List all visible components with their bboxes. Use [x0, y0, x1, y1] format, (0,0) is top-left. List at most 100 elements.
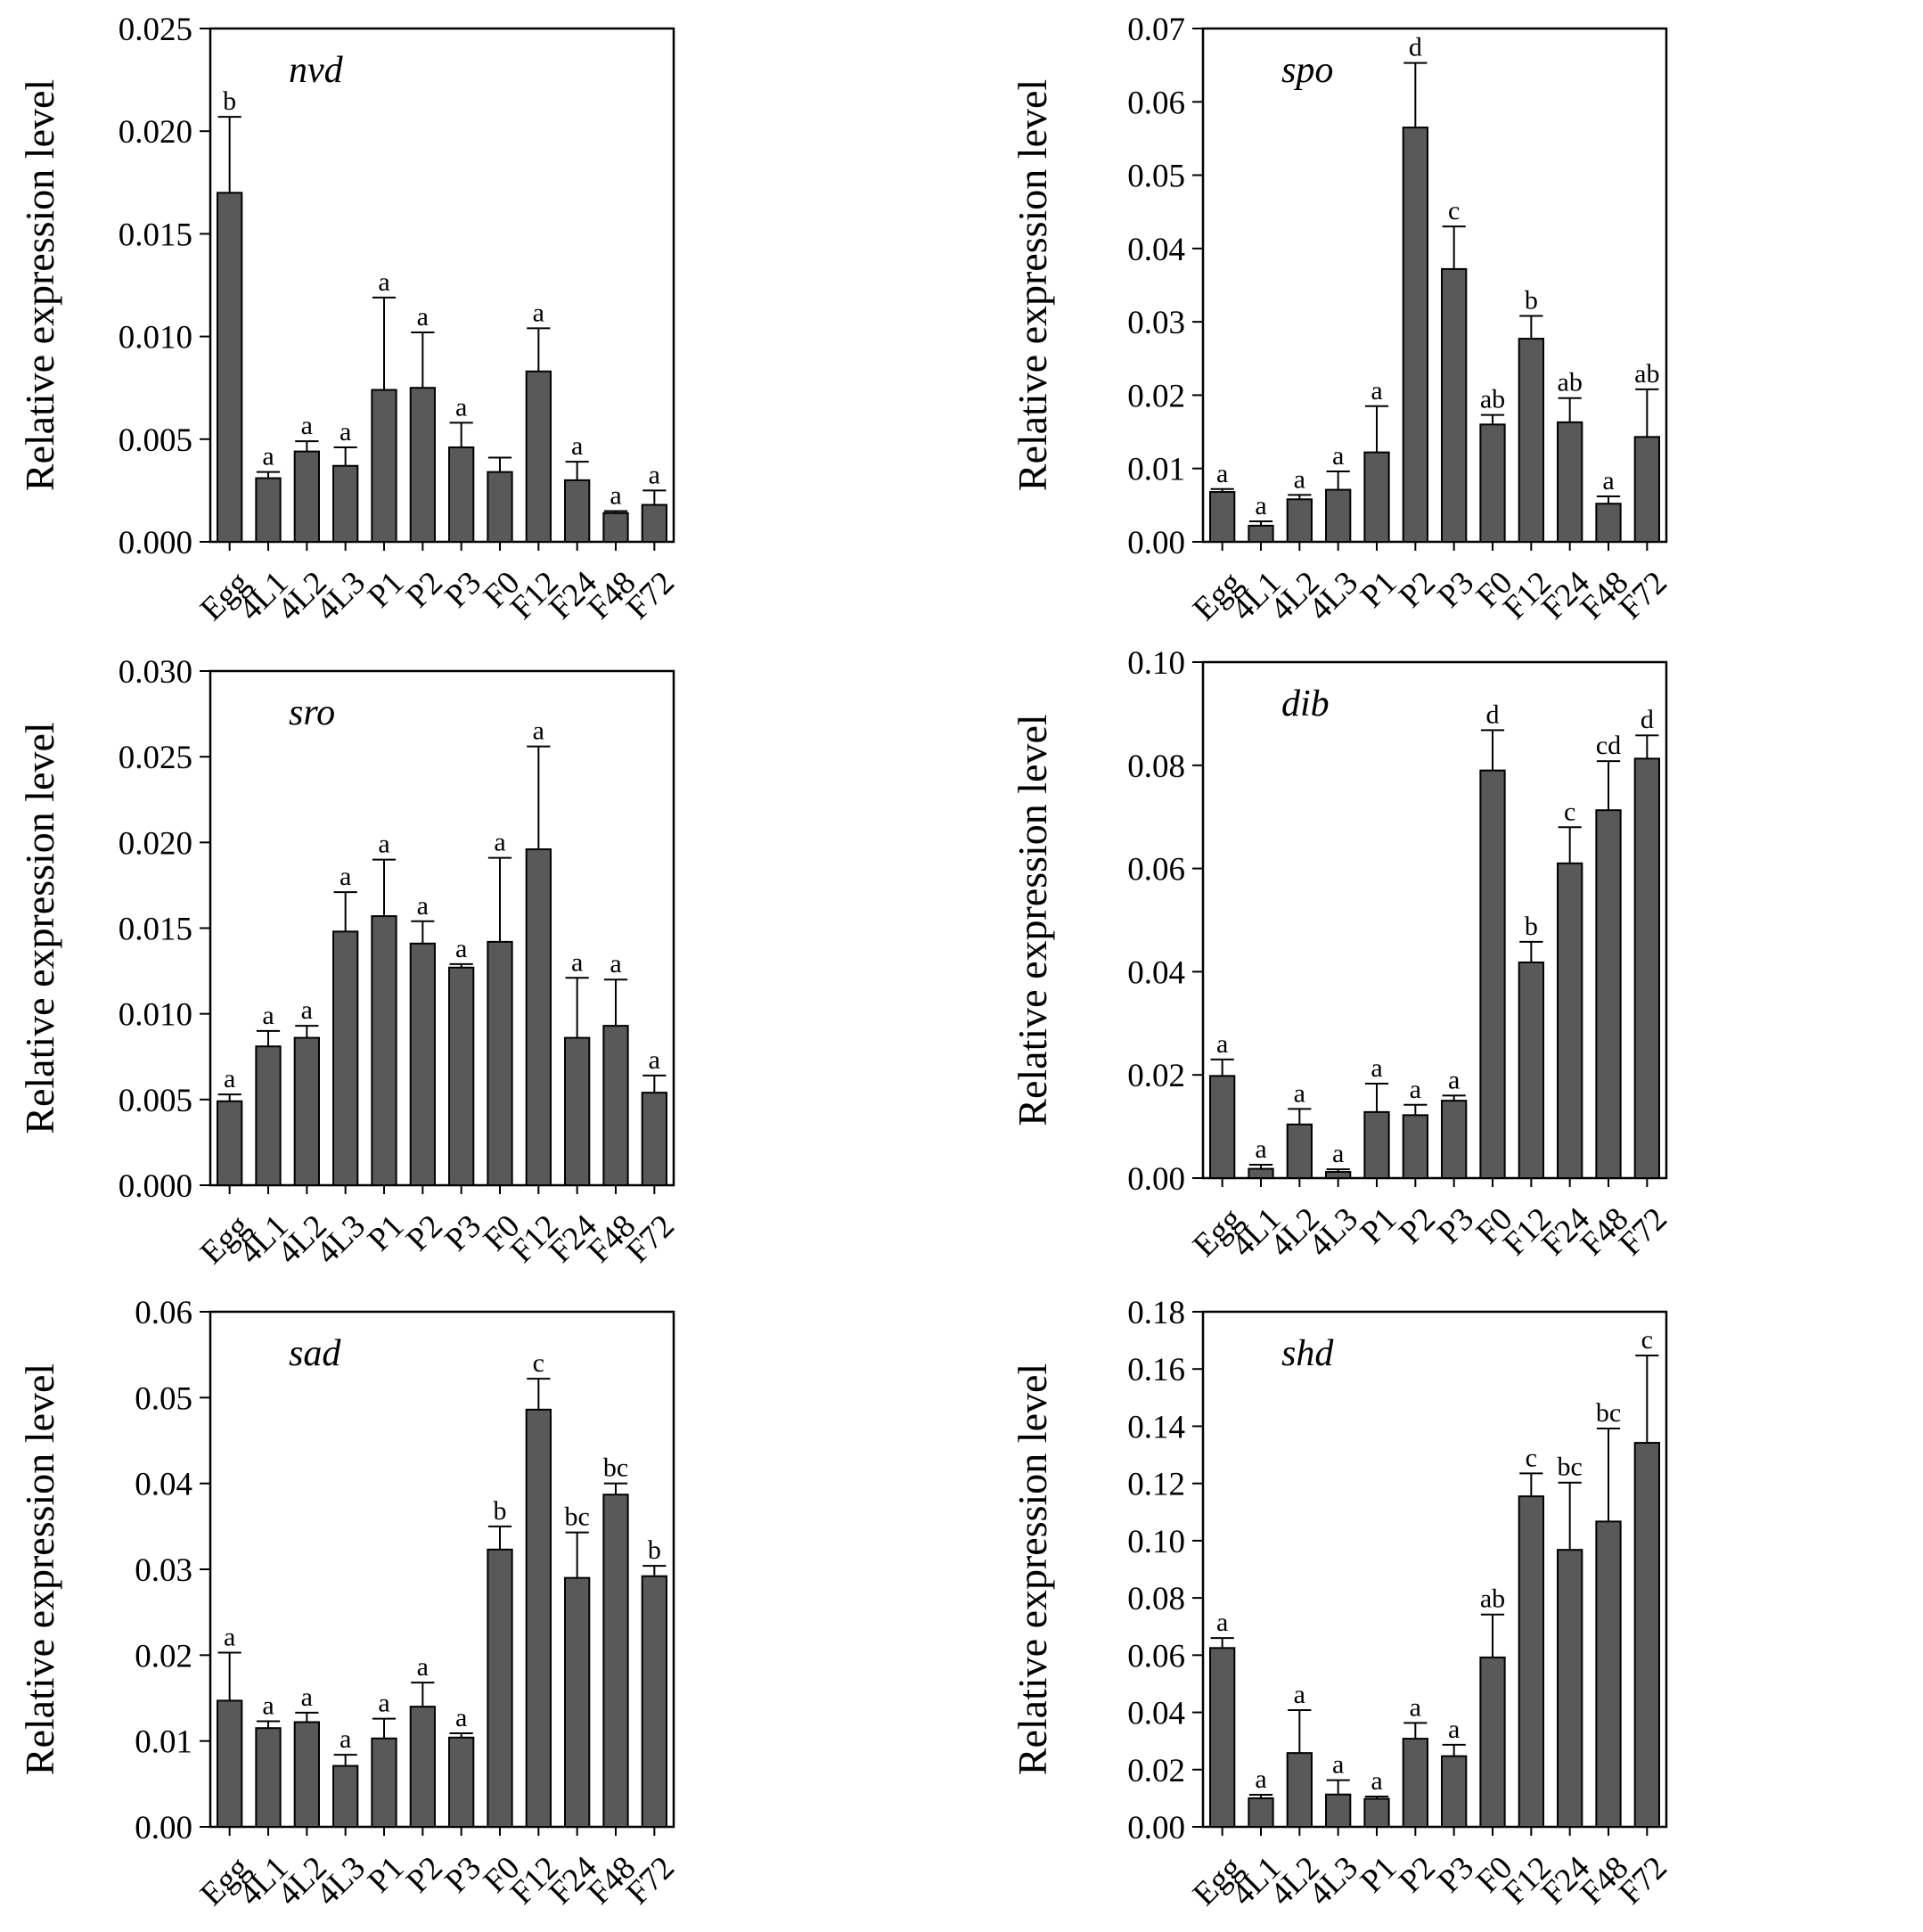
- spo-sig-letter-P3: c: [1448, 196, 1460, 225]
- sro-bar-F0: [487, 940, 513, 1187]
- dib-bar-4L2: [1286, 1123, 1313, 1180]
- nvd-sig-letter-F24: a: [571, 431, 583, 461]
- sro-ytick-label: 0.025: [119, 740, 192, 776]
- spo-bar-P2: [1402, 127, 1428, 543]
- sad-sig-letter-Egg: a: [224, 1622, 235, 1651]
- spo-bar-Egg: [1209, 491, 1236, 543]
- dib-ytick-label: 0.10: [1127, 645, 1185, 682]
- shd-ytick-label: 0.12: [1127, 1467, 1185, 1503]
- sad-xtick-label-4L3: 4L3: [309, 1849, 372, 1912]
- sro-ytick-label: 0.005: [119, 1083, 192, 1119]
- sro-sig-letter-P1: a: [378, 830, 389, 859]
- shd-bar-4L3: [1325, 1793, 1352, 1829]
- spo-ytick-label: 0.02: [1127, 378, 1185, 414]
- shd-xtick-label-4L3: 4L3: [1302, 1849, 1365, 1912]
- spo-ytick-label: 0.00: [1127, 525, 1185, 561]
- sad-gene-title: sad: [289, 1333, 341, 1374]
- nvd-sig-letter-4L2: a: [301, 411, 313, 440]
- dib-bar-F72: [1633, 757, 1660, 1179]
- spo-ytick-label: 0.03: [1127, 305, 1185, 341]
- spo-sig-letter-P2: d: [1409, 33, 1422, 62]
- sad-ytick-label: 0.00: [135, 1810, 192, 1846]
- shd-ytick-label: 0.06: [1127, 1638, 1185, 1674]
- sro-bar-F72: [641, 1092, 667, 1187]
- shd-sig-letter-4L2: a: [1294, 1680, 1305, 1709]
- sad-sig-letter-F24: bc: [565, 1502, 590, 1532]
- dib-xtick-label-4L3: 4L3: [1302, 1200, 1365, 1264]
- nvd-ytick-label: 0.000: [119, 525, 192, 561]
- nvd-bar-F72: [641, 503, 667, 544]
- sad-bar-F12: [525, 1408, 552, 1828]
- sad-sig-letter-F12: c: [533, 1348, 544, 1378]
- shd-bar-Egg: [1209, 1647, 1236, 1828]
- nvd-ytick-label: 0.020: [119, 114, 192, 151]
- sro-sig-letter-4L2: a: [301, 995, 313, 1025]
- sad-sig-letter-F0: b: [494, 1496, 507, 1526]
- dib-xtick-label-F72: F72: [1612, 1200, 1674, 1263]
- sro-sig-letter-P2: a: [417, 891, 429, 921]
- shd-bar-F24: [1557, 1549, 1583, 1828]
- spo-gene-title: spo: [1281, 50, 1333, 91]
- dib-ytick-label: 0.02: [1127, 1058, 1185, 1094]
- dib-bar-4L3: [1325, 1171, 1352, 1180]
- spo-sig-letter-F0: ab: [1480, 385, 1505, 414]
- nvd-bar-Egg: [217, 192, 243, 543]
- sro-bar-P3: [448, 966, 475, 1187]
- shd-gene-title: shd: [1281, 1333, 1334, 1374]
- sad-ytick-label: 0.04: [135, 1467, 192, 1503]
- dib-bar-Egg: [1209, 1075, 1236, 1180]
- spo-xtick-label-4L3: 4L3: [1302, 564, 1365, 627]
- sro-ytick-label: 0.030: [119, 654, 192, 691]
- sad-sig-letter-4L3: a: [340, 1724, 351, 1754]
- shd-ytick-label: 0.18: [1127, 1295, 1185, 1331]
- spo-ytick-label: 0.01: [1127, 452, 1185, 488]
- nvd-plot-frame: [209, 27, 675, 544]
- spo-bar-P3: [1441, 267, 1468, 543]
- dib-plot-frame: [1201, 660, 1668, 1180]
- dib-sig-letter-Egg: a: [1216, 1029, 1228, 1059]
- shd-bar-4L1: [1248, 1797, 1274, 1829]
- sro-bar-4L3: [332, 930, 359, 1186]
- sad-sig-letter-4L1: a: [262, 1691, 274, 1721]
- dib-sig-letter-4L1: a: [1255, 1134, 1266, 1164]
- panel-dib: 0.00 0.02 0.04 0.06 0.08 0.10 Relative express…: [1010, 645, 1674, 1265]
- sad-sig-letter-P2: a: [417, 1652, 429, 1682]
- shd-sig-letter-F48: bc: [1596, 1398, 1621, 1428]
- sad-bar-F48: [602, 1494, 629, 1828]
- sro-sig-letter-P3: a: [455, 934, 467, 963]
- sad-ytick-label: 0.03: [135, 1552, 192, 1589]
- sad-bar-F24: [564, 1576, 591, 1828]
- sro-ylabel: Relative expression level: [17, 722, 62, 1134]
- nvd-xtick-label-4L3: 4L3: [309, 564, 372, 627]
- dib-sig-letter-F72: d: [1641, 705, 1654, 734]
- sro-bar-F24: [564, 1036, 591, 1187]
- shd-xtick-label-F72: F72: [1612, 1849, 1674, 1912]
- nvd-bar-P1: [371, 389, 397, 543]
- dib-ytick-label: 0.08: [1127, 749, 1185, 785]
- shd-sig-letter-F0: ab: [1480, 1584, 1505, 1614]
- nvd-gene-title: nvd: [289, 50, 344, 91]
- dib-sig-letter-F0: d: [1486, 700, 1500, 729]
- sad-sig-letter-F72: b: [648, 1535, 661, 1565]
- sad-bar-4L3: [332, 1764, 359, 1829]
- dib-ytick-label: 0.00: [1127, 1161, 1185, 1198]
- nvd-sig-letter-P2: a: [417, 302, 429, 332]
- shd-bar-F0: [1479, 1656, 1506, 1828]
- panel-shd: 0.00 0.02 0.04 0.06 0.08 0.10 0.12 0.14 0.16 0.18…: [1010, 1295, 1674, 1913]
- nvd-bar-F0: [487, 471, 513, 543]
- sad-bar-F72: [641, 1575, 667, 1828]
- spo-bar-4L2: [1286, 498, 1313, 544]
- nvd-ytick-label: 0.015: [119, 217, 192, 253]
- shd-sig-letter-F12: c: [1526, 1443, 1537, 1472]
- panel-sad: 0.00 0.01 0.02 0.03 0.04 0.05 0.06 Relative exp…: [17, 1295, 682, 1913]
- nvd-sig-letter-F48: a: [610, 480, 621, 510]
- dib-sig-letter-F24: c: [1564, 797, 1575, 826]
- spo-sig-letter-F24: ab: [1558, 368, 1583, 397]
- shd-bar-P2: [1402, 1738, 1428, 1828]
- nvd-ytick-label: 0.025: [119, 12, 192, 48]
- dib-bar-P2: [1402, 1114, 1428, 1180]
- dib-sig-letter-F12: b: [1525, 912, 1538, 941]
- sad-ytick-label: 0.01: [135, 1724, 192, 1761]
- shd-ytick-label: 0.04: [1127, 1696, 1185, 1732]
- sad-ylabel: Relative expression level: [17, 1363, 62, 1775]
